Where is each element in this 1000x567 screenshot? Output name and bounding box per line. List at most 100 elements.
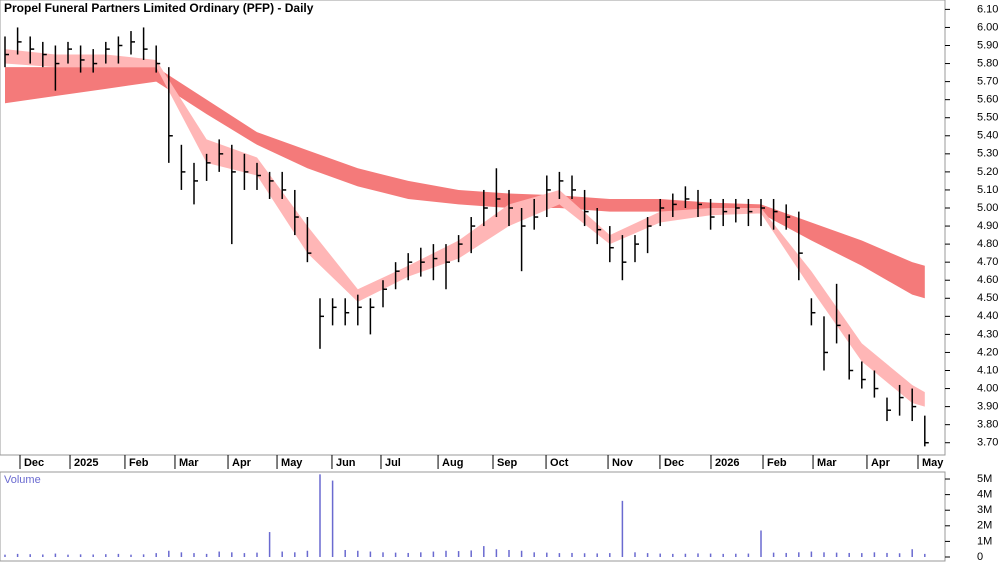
volume-bar: [697, 553, 699, 557]
x-tick-label: Dec: [664, 457, 684, 469]
y-tick-label: 3.90: [977, 401, 998, 413]
x-tick-label: Feb: [129, 457, 149, 469]
volume-bar: [911, 549, 913, 557]
y-tick-label: 2M: [977, 520, 992, 532]
volume-bar: [281, 551, 283, 557]
y-tick-label: 1M: [977, 535, 992, 547]
y-tick-label: 3.70: [977, 437, 998, 449]
volume-bar: [54, 553, 57, 557]
x-tick-label: Sep: [497, 457, 517, 469]
volume-bar: [231, 552, 233, 557]
x-tick-label: May: [922, 457, 944, 469]
volume-bar: [760, 530, 762, 557]
volume-bar: [319, 474, 321, 557]
y-tick-label: 5.30: [977, 148, 998, 160]
y-tick-label: 3M: [977, 504, 992, 516]
y-tick-label: 4.20: [977, 346, 998, 358]
volume-bar: [470, 550, 472, 557]
volume-bar: [142, 554, 145, 557]
volume-bar: [886, 552, 888, 557]
y-tick-label: 5.90: [977, 39, 998, 51]
volume-title: Volume: [4, 474, 41, 486]
y-tick-label: 0: [977, 551, 983, 562]
y-tick-label: 6.10: [977, 3, 998, 15]
volume-bar: [898, 553, 901, 557]
volume-bar: [180, 552, 183, 557]
volume-bar: [583, 553, 586, 557]
x-tick-label: Oct: [550, 457, 569, 469]
volume-bar: [382, 552, 384, 557]
x-tick-label: May: [281, 457, 303, 469]
y-tick-label: 5.80: [977, 57, 998, 69]
volume-bar: [130, 554, 132, 557]
volume-bar: [193, 553, 195, 557]
volume-bar: [873, 552, 876, 557]
volume-bar: [609, 553, 611, 557]
y-tick-label: 4M: [977, 489, 992, 501]
y-tick-label: 4.80: [977, 238, 998, 250]
volume-bar: [646, 553, 649, 557]
volume-bar: [483, 546, 485, 557]
y-tick-label: 6.00: [977, 21, 998, 33]
x-tick-label: 2025: [74, 457, 98, 469]
volume-bar: [533, 552, 535, 557]
x-tick-label: Dec: [24, 457, 44, 469]
volume-bar: [457, 551, 460, 557]
volume-bar: [445, 550, 447, 557]
volume-bar: [331, 480, 334, 557]
volume-bar: [369, 551, 372, 557]
volume-bar: [861, 553, 863, 557]
volume-bar: [117, 553, 120, 557]
x-tick-label: Aug: [442, 457, 463, 469]
volume-bar: [407, 552, 409, 557]
volume-bar: [508, 549, 510, 557]
volume-bar: [256, 552, 258, 557]
volume-bar: [772, 552, 775, 557]
x-tick-label: Apr: [232, 457, 252, 469]
x-tick-label: 2026: [715, 457, 739, 469]
volume-bar: [420, 552, 422, 557]
y-tick-label: 4.50: [977, 292, 998, 304]
volume-bar: [79, 554, 82, 557]
volume-bar: [722, 553, 724, 557]
volume-bar: [4, 554, 6, 557]
y-tick-label: 4.00: [977, 382, 998, 394]
volume-bar: [684, 553, 687, 557]
x-tick-label: Feb: [767, 457, 787, 469]
y-tick-label: 5.20: [977, 166, 998, 178]
x-tick-label: Mar: [179, 457, 199, 469]
volume-bar: [218, 551, 220, 557]
y-tick-label: 4.90: [977, 220, 998, 232]
y-tick-label: 4.70: [977, 256, 998, 268]
y-tick-label: 4.30: [977, 328, 998, 340]
volume-bar: [243, 553, 246, 557]
volume-bar: [394, 552, 397, 557]
volume-bar: [785, 552, 787, 557]
volume-panel: [0, 471, 946, 562]
volume-bar: [596, 553, 598, 557]
volume-bar: [306, 550, 309, 557]
y-tick-label: 5.50: [977, 112, 998, 124]
volume-bar: [558, 553, 561, 557]
volume-bar: [294, 552, 296, 557]
volume-bar: [268, 532, 271, 557]
y-tick-label: 3.80: [977, 419, 998, 431]
x-tick-label: Nov: [612, 457, 634, 469]
x-tick-label: Mar: [817, 457, 837, 469]
volume-bar: [16, 553, 19, 557]
volume-bar: [835, 552, 838, 557]
volume-bar: [42, 554, 44, 557]
x-tick-label: Jun: [336, 457, 356, 469]
volume-bar: [735, 553, 737, 557]
y-tick-label: 4.60: [977, 274, 998, 286]
volume-bar: [924, 553, 926, 557]
volume-bar: [344, 549, 346, 557]
volume-bar: [168, 550, 170, 557]
y-tick-label: 5.40: [977, 130, 998, 142]
volume-bar: [155, 553, 157, 557]
y-tick-label: 4.40: [977, 310, 998, 322]
volume-bar: [205, 553, 208, 557]
volume-bar: [357, 550, 359, 557]
